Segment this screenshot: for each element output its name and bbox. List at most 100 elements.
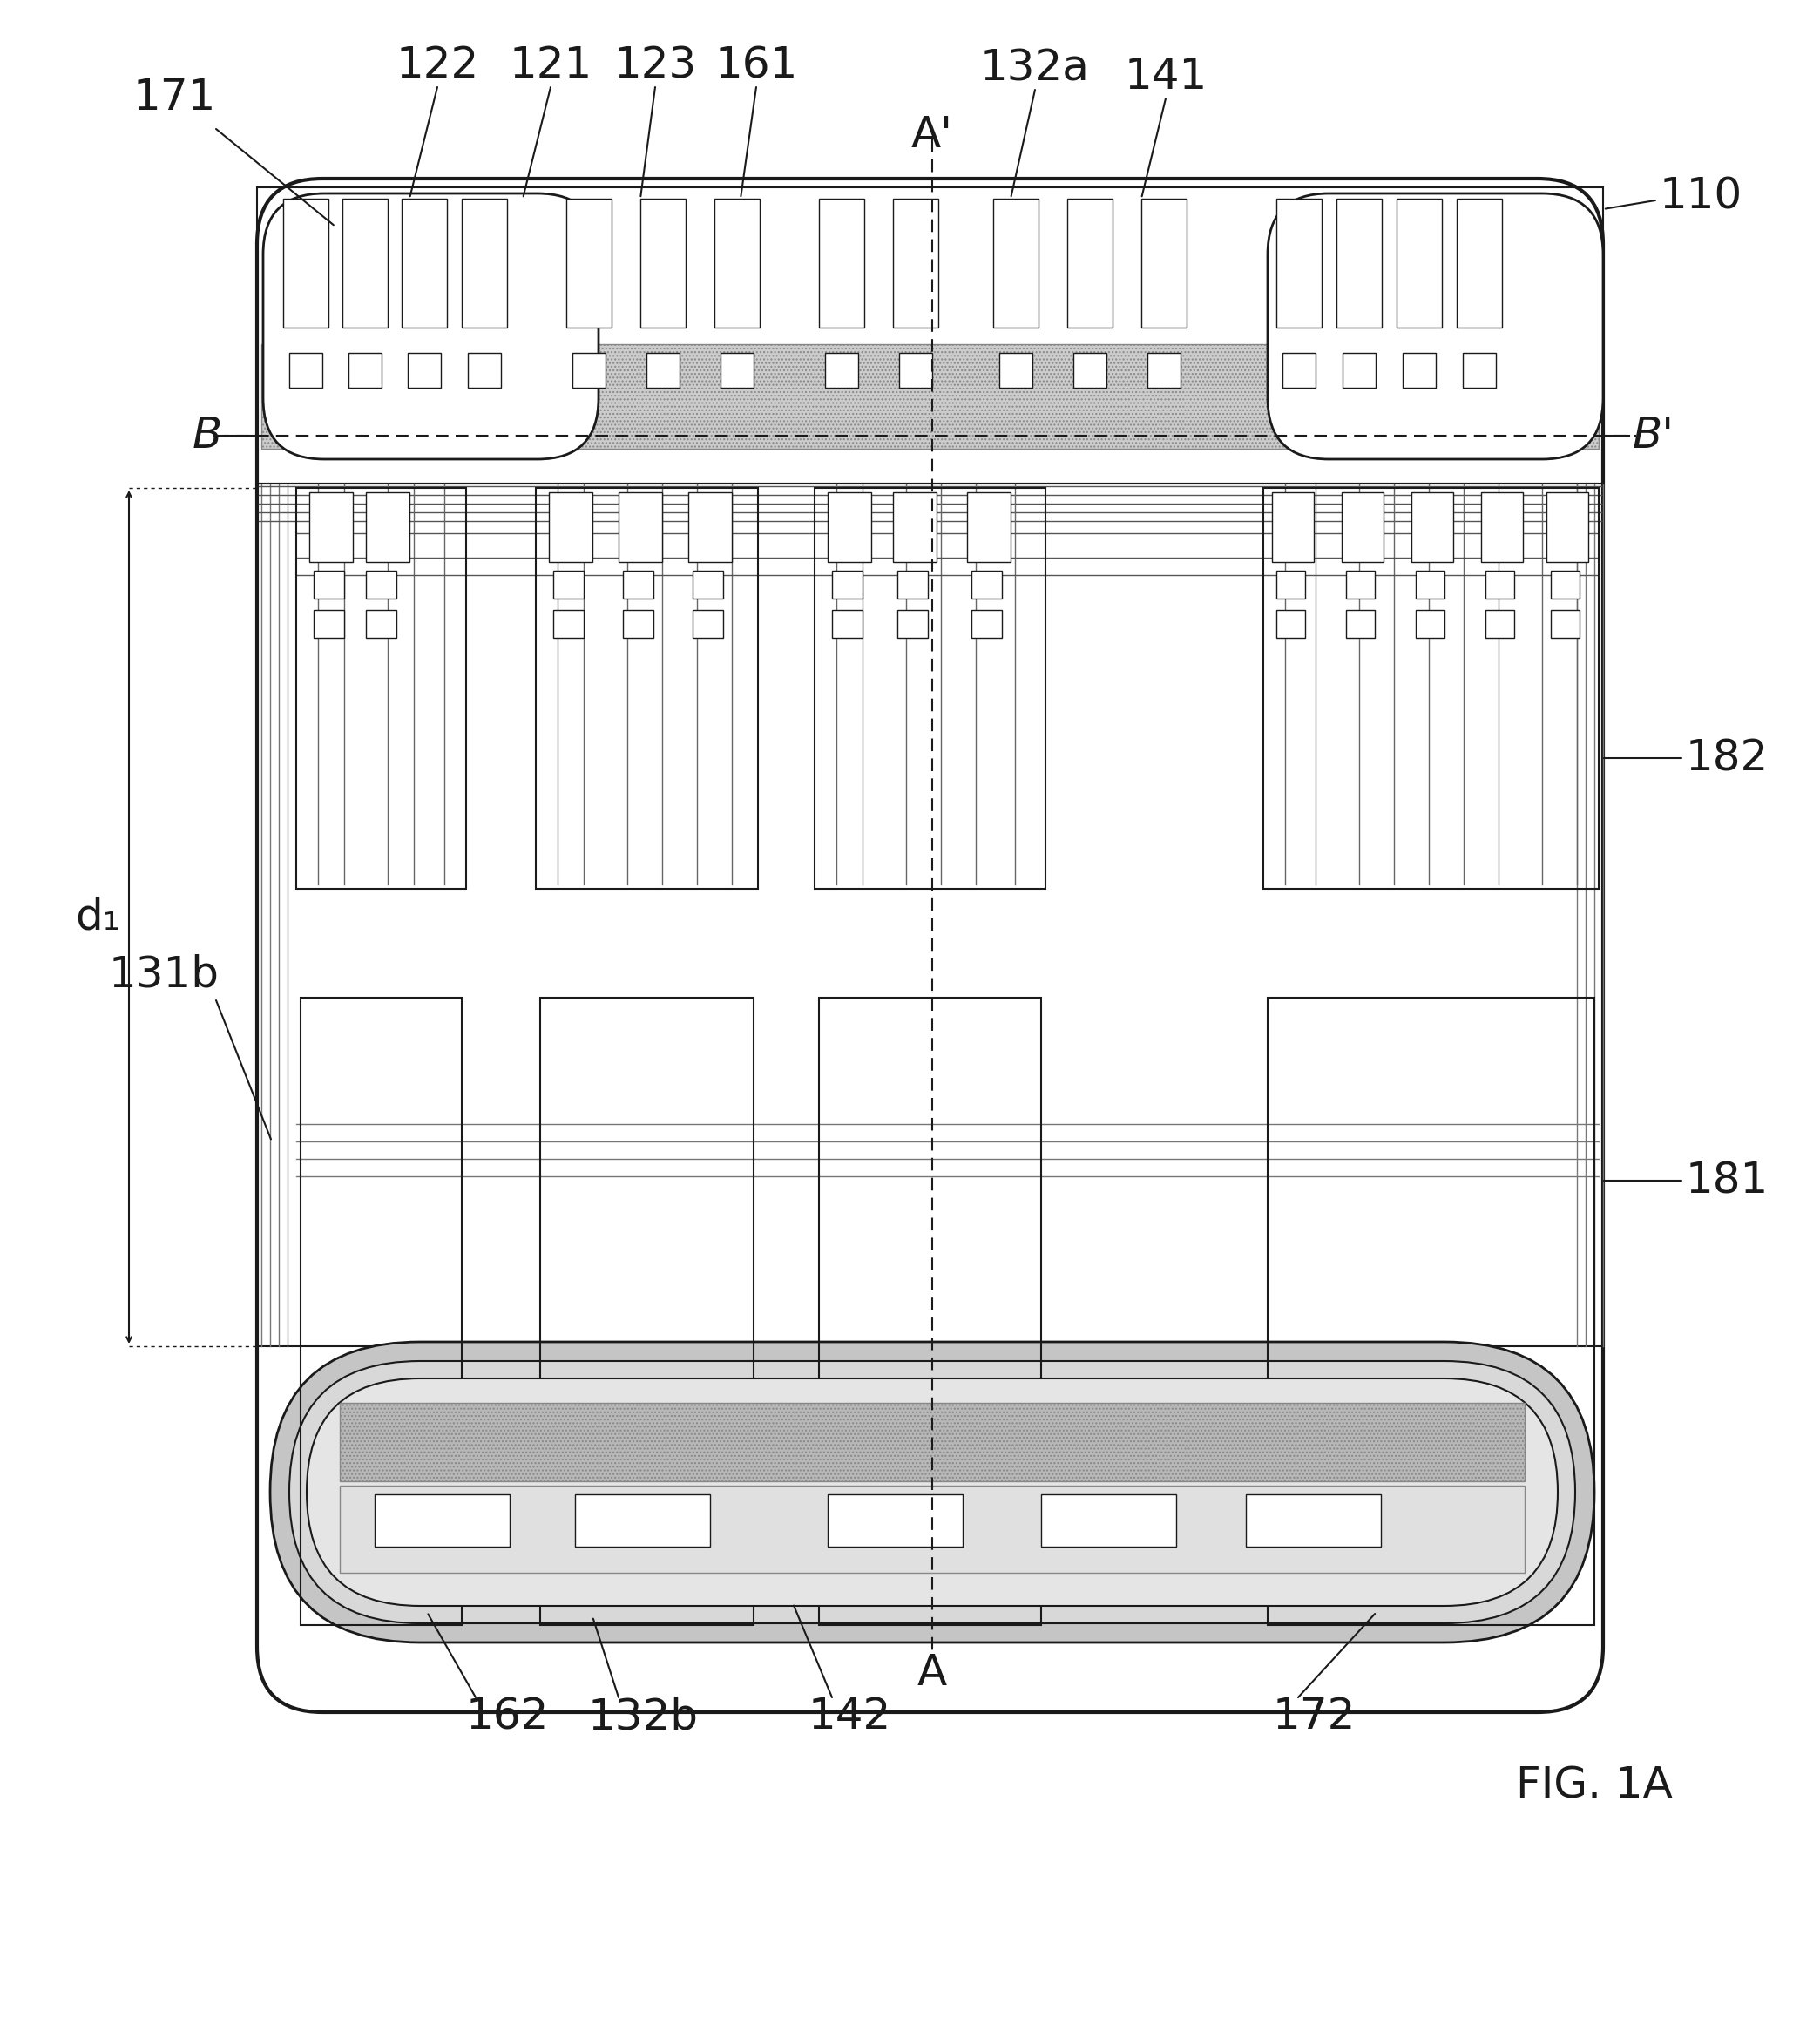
Bar xyxy=(257,188,1603,484)
Bar xyxy=(313,610,344,638)
Text: FIG. 1A: FIG. 1A xyxy=(1516,1766,1673,1806)
FancyBboxPatch shape xyxy=(264,194,599,460)
Bar xyxy=(966,492,1010,563)
Bar xyxy=(348,352,382,387)
Bar xyxy=(693,571,723,599)
Bar xyxy=(999,352,1032,387)
Bar xyxy=(1403,352,1436,387)
Bar xyxy=(824,352,859,387)
Bar xyxy=(289,352,322,387)
Bar xyxy=(832,610,863,638)
Bar xyxy=(1347,610,1374,638)
Bar xyxy=(262,344,1598,450)
Text: 110: 110 xyxy=(1660,174,1744,217)
Bar xyxy=(573,352,606,387)
Bar xyxy=(819,998,1041,1624)
Bar xyxy=(309,492,353,563)
Text: 172: 172 xyxy=(1272,1695,1356,1737)
Bar xyxy=(1456,198,1502,328)
Bar xyxy=(1485,610,1514,638)
Text: 121: 121 xyxy=(510,45,592,87)
Bar xyxy=(972,571,1003,599)
Bar xyxy=(375,1494,510,1547)
Bar xyxy=(899,352,932,387)
Bar xyxy=(340,1486,1525,1573)
Bar xyxy=(622,571,653,599)
Bar xyxy=(715,198,759,328)
Bar xyxy=(408,352,440,387)
Bar xyxy=(894,492,937,563)
Bar xyxy=(828,492,872,563)
FancyBboxPatch shape xyxy=(308,1379,1558,1606)
Bar xyxy=(340,1403,1525,1480)
Bar xyxy=(313,571,344,599)
Bar xyxy=(721,352,753,387)
FancyBboxPatch shape xyxy=(1269,194,1603,460)
Bar xyxy=(366,571,397,599)
Text: B': B' xyxy=(1633,415,1674,456)
Bar xyxy=(897,610,928,638)
Bar xyxy=(1141,198,1187,328)
Bar xyxy=(1347,571,1374,599)
Bar xyxy=(894,198,939,328)
Bar xyxy=(622,610,653,638)
Bar xyxy=(1336,198,1381,328)
Bar xyxy=(1485,571,1514,599)
Bar xyxy=(550,492,593,563)
Bar xyxy=(1276,610,1305,638)
Text: 162: 162 xyxy=(466,1695,548,1737)
Bar xyxy=(641,198,686,328)
Bar xyxy=(1283,352,1316,387)
Bar xyxy=(1551,571,1580,599)
Bar xyxy=(1263,488,1598,889)
Bar xyxy=(297,488,466,889)
Bar xyxy=(1276,571,1305,599)
Bar xyxy=(575,1494,710,1547)
Text: 123: 123 xyxy=(613,45,697,87)
Bar xyxy=(1276,198,1321,328)
Bar xyxy=(994,198,1039,328)
Bar xyxy=(553,571,584,599)
Text: A: A xyxy=(917,1652,946,1693)
Text: 171: 171 xyxy=(133,77,217,119)
Bar xyxy=(688,492,732,563)
Bar xyxy=(815,488,1045,889)
Bar xyxy=(1341,492,1383,563)
FancyBboxPatch shape xyxy=(289,1361,1574,1624)
Bar xyxy=(1463,352,1496,387)
Bar xyxy=(619,492,662,563)
Bar xyxy=(1147,352,1181,387)
Text: 131b: 131b xyxy=(109,954,218,994)
Text: 122: 122 xyxy=(397,45,479,87)
Text: 142: 142 xyxy=(808,1695,892,1737)
Text: d₁: d₁ xyxy=(75,895,120,938)
Bar xyxy=(693,610,723,638)
Text: B: B xyxy=(193,415,222,456)
Bar xyxy=(1067,198,1112,328)
Bar xyxy=(1272,492,1314,563)
Bar xyxy=(300,998,462,1624)
Text: A': A' xyxy=(912,113,954,156)
Bar xyxy=(819,198,864,328)
Bar xyxy=(366,610,397,638)
Bar xyxy=(535,488,757,889)
Bar xyxy=(1343,352,1376,387)
Bar xyxy=(646,352,679,387)
FancyBboxPatch shape xyxy=(269,1343,1594,1642)
Text: 141: 141 xyxy=(1125,57,1207,97)
Text: 132b: 132b xyxy=(588,1695,699,1737)
Bar xyxy=(1481,492,1523,563)
Bar xyxy=(1396,198,1441,328)
Bar xyxy=(832,571,863,599)
Bar xyxy=(541,998,753,1624)
Bar xyxy=(1416,571,1445,599)
Bar xyxy=(553,610,584,638)
Bar xyxy=(1410,492,1452,563)
Bar xyxy=(366,492,410,563)
Text: 132a: 132a xyxy=(981,47,1090,89)
Text: 181: 181 xyxy=(1685,1160,1769,1201)
Bar xyxy=(402,198,448,328)
Bar xyxy=(1074,352,1107,387)
Bar xyxy=(468,352,501,387)
Bar xyxy=(1041,1494,1176,1547)
